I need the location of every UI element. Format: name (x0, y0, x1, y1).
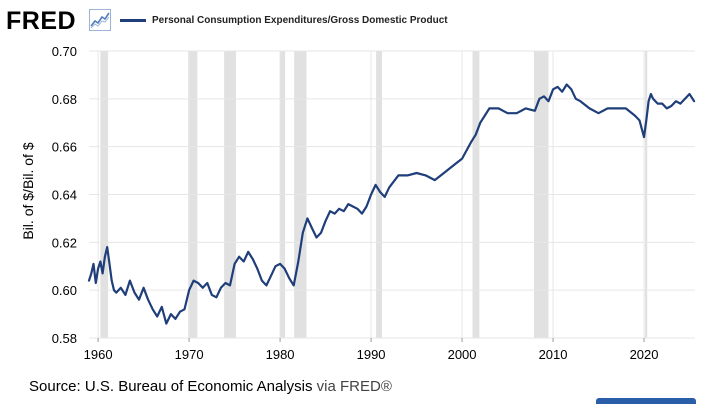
gridlines (89, 50, 695, 339)
y-axis-ticks: 0.58 0.60 0.62 0.64 0.66 0.68 0.70 (52, 44, 77, 346)
y-tick-label: 0.60 (52, 283, 77, 298)
footer-button-edge[interactable] (596, 398, 696, 404)
y-tick-label: 0.62 (52, 235, 77, 250)
y-tick-label: 0.64 (52, 188, 77, 203)
legend-swatch (120, 18, 146, 22)
x-tick-label: 1990 (357, 347, 386, 362)
x-tick-label: 2010 (539, 347, 568, 362)
x-tick-label: 1980 (266, 347, 295, 362)
source-via-link[interactable]: via FRED® (316, 378, 392, 395)
legend: Personal Consumption Expenditures/Gross … (120, 12, 448, 28)
fred-logo[interactable]: FRED (6, 7, 77, 35)
source-note: Source: U.S. Bureau of Economic Analysis… (29, 378, 392, 395)
y-axis-label: Bil. of $/Bil. of $ (20, 142, 36, 240)
x-tick-label: 2000 (448, 347, 477, 362)
legend-label: Personal Consumption Expenditures/Gross … (152, 14, 448, 26)
y-tick-label: 0.70 (52, 44, 77, 59)
source-text: Source: U.S. Bureau of Economic Analysis (29, 378, 313, 395)
x-axis-ticks: 1960 1970 1980 1990 2000 2010 2020 (84, 338, 659, 362)
y-tick-label: 0.68 (52, 92, 77, 107)
header: FRED Personal Consumption Expenditures/G… (0, 0, 710, 40)
series-layer (87, 83, 696, 325)
x-tick-label: 1960 (84, 347, 113, 362)
y-tick-label: 0.58 (52, 331, 77, 346)
x-tick-label: 2020 (630, 347, 659, 362)
y-tick-label: 0.66 (52, 140, 77, 155)
line-chart-icon (89, 9, 111, 31)
series-line (87, 83, 696, 325)
x-tick-label: 1970 (175, 347, 204, 362)
chart-plot: 0.58 0.60 0.62 0.64 0.66 0.68 0.70 1960 1970 198… (52, 44, 696, 362)
